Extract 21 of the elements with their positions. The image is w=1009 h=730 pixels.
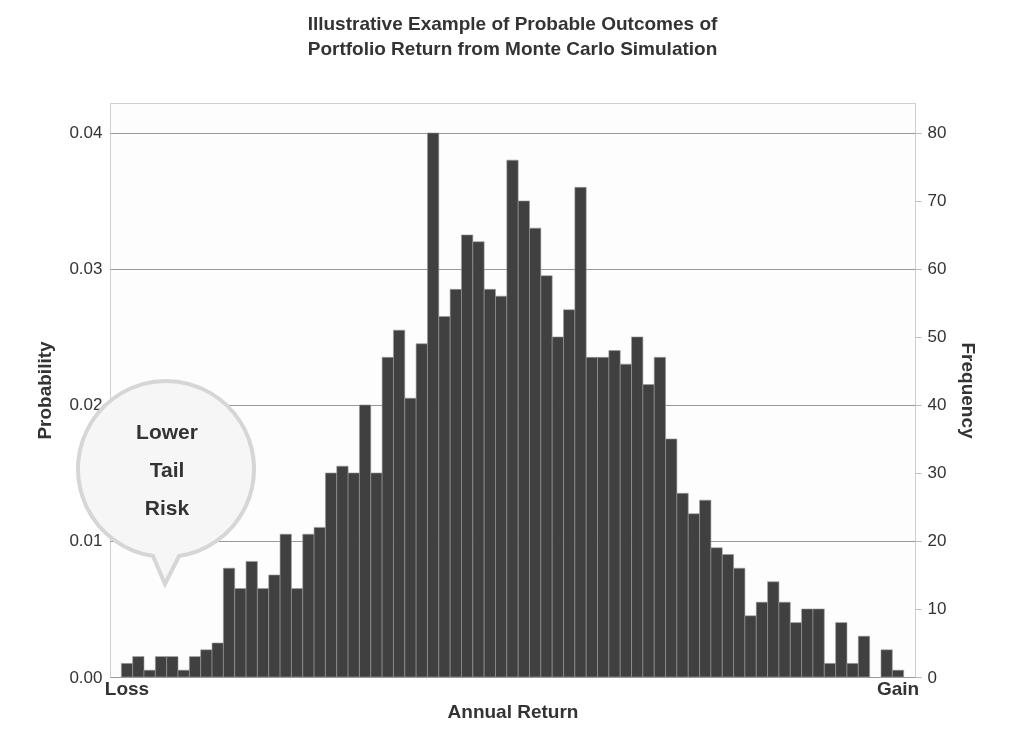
y2-tick-label: 10	[927, 599, 947, 619]
y2-tick-label: 0	[927, 667, 937, 687]
y2-tick-label: 50	[927, 327, 947, 347]
x-axis-title: Annual Return	[447, 700, 579, 722]
y-tick-label: 0.04	[69, 123, 103, 143]
y-tick-label: 0.03	[69, 259, 103, 279]
chart-title: Illustrative Example of Probable Outcomes of Portfolio Return from Monte Carlo Simulation	[307, 13, 718, 59]
y2-axis-title: Frequency	[958, 342, 980, 439]
x-tick-label: Gain	[876, 677, 920, 699]
y-tick-label: 0.00	[69, 667, 103, 687]
y2-tick-label: 20	[927, 531, 947, 551]
x-tick-label: Loss	[104, 677, 150, 699]
y-axis-title: Probability	[34, 340, 56, 440]
y2-tick-label: 70	[927, 191, 947, 211]
y2-tick-label: 30	[927, 463, 947, 483]
y2-tick-label: 40	[927, 395, 947, 415]
y2-tick-label: 60	[927, 259, 947, 279]
y2-tick-label: 80	[927, 123, 947, 143]
y-tick-label: 0.01	[69, 531, 103, 551]
annotation: Lower Tail Risk	[136, 420, 198, 519]
y-tick-label: 0.02	[69, 395, 103, 415]
